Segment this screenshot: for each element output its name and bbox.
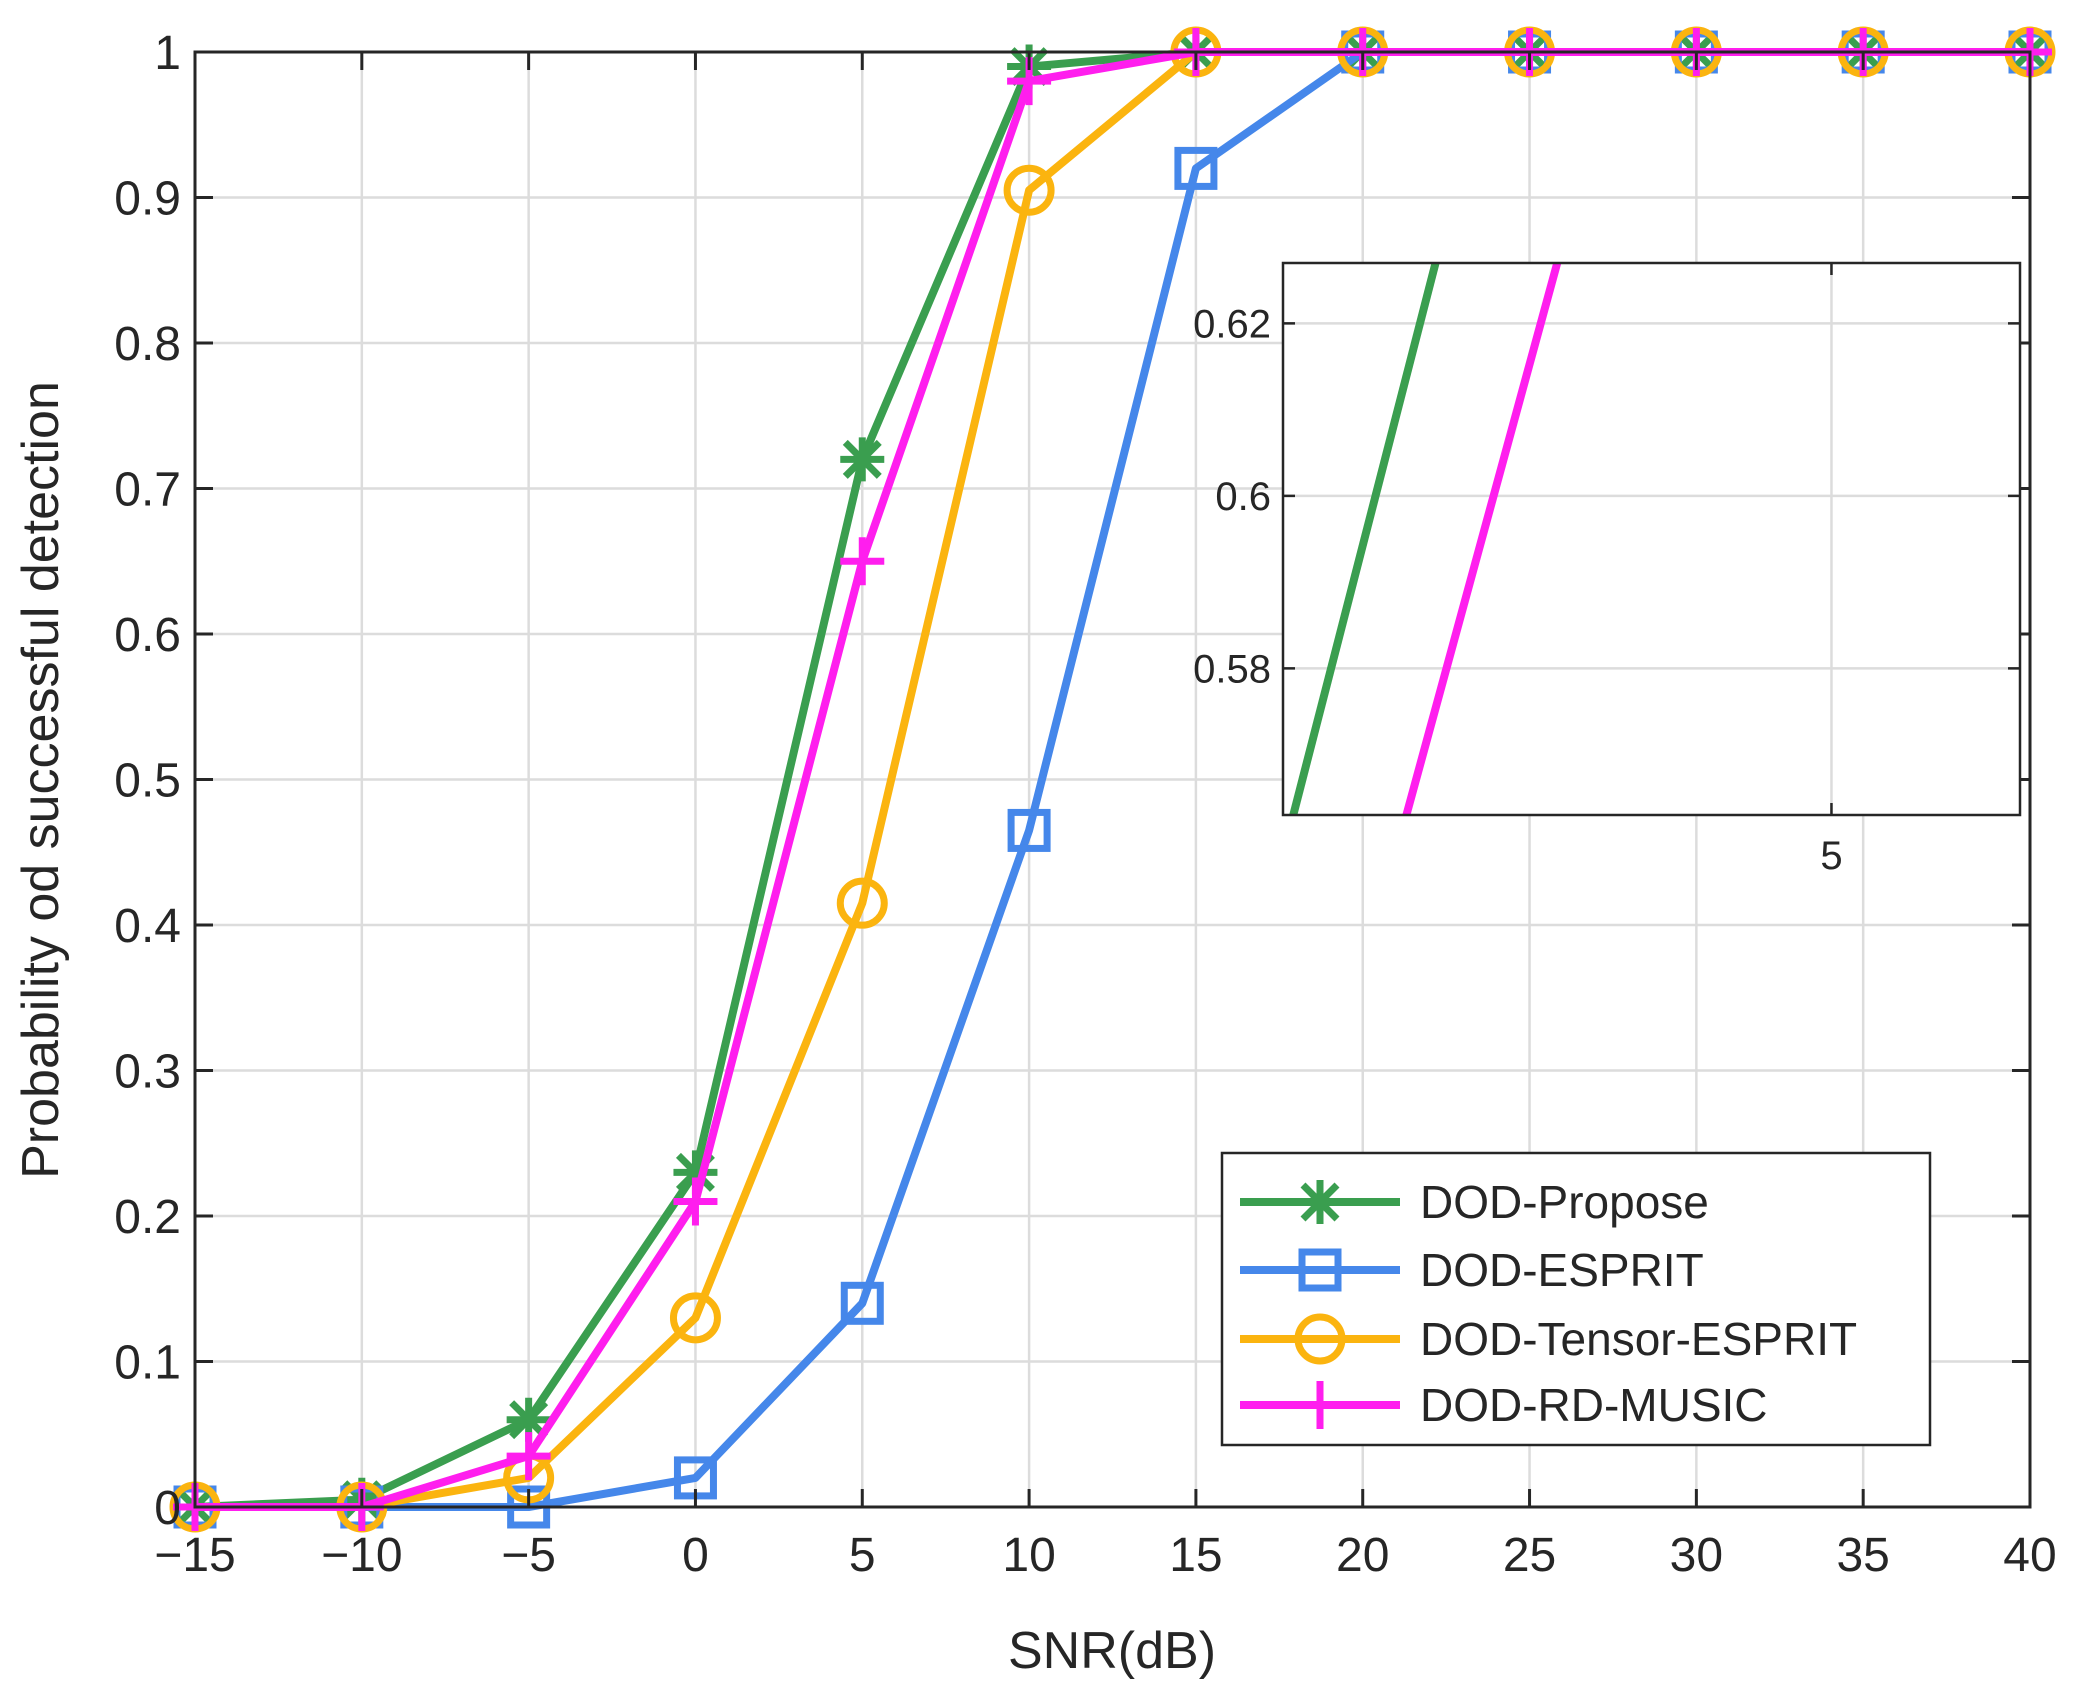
legend-swatch-marker xyxy=(1298,1248,1342,1292)
inset-series-group xyxy=(1289,261,1562,817)
data-point xyxy=(1174,146,1218,190)
x-tick-label: −15 xyxy=(154,1529,235,1582)
y-tick-label: 0.8 xyxy=(114,318,181,371)
y-tick-label: 0.6 xyxy=(114,609,181,662)
legend-item: DOD-Propose xyxy=(1240,1176,1709,1228)
data-point xyxy=(840,537,885,586)
y-tick-label: 0.3 xyxy=(114,1046,181,1099)
data-point xyxy=(1007,808,1051,852)
y-tick-label: 0.9 xyxy=(114,173,181,226)
legend-item: DOD-Tensor-ESPRIT xyxy=(1240,1313,1857,1365)
y-tick-label: 0.5 xyxy=(114,755,181,808)
inset-y-tick-label: 0.62 xyxy=(1193,302,1271,346)
data-point xyxy=(840,1281,884,1325)
inset-frame xyxy=(1281,261,2022,817)
tick-labels: −15 −10 −5 0 5 10 15 20 25 30 35 4000.10.20.30.40.5… xyxy=(114,27,2056,1582)
legend-swatch-marker xyxy=(1298,1381,1342,1429)
inset-series-dod-rd-music xyxy=(1402,261,1562,817)
data-point xyxy=(669,1292,721,1344)
y-tick-label: 0.1 xyxy=(114,1337,181,1390)
legend-item: DOD-RD-MUSIC xyxy=(1240,1379,1768,1431)
legend: DOD-Propose DOD-ESPRIT DOD-Tensor-ESPRIT DO… xyxy=(1220,1151,1932,1447)
inset-y-tick-label: 0.58 xyxy=(1193,647,1271,691)
x-tick-label: −10 xyxy=(321,1529,402,1582)
inset-grid xyxy=(1283,263,2020,815)
legend-label: DOD-ESPRIT xyxy=(1420,1244,1704,1296)
x-tick-label: 40 xyxy=(2003,1529,2056,1582)
x-tick-label: 30 xyxy=(1670,1529,1723,1582)
y-tick-label: 0.4 xyxy=(114,900,181,953)
y-tick-label: 0.2 xyxy=(114,1191,181,1244)
inset-tick-marks xyxy=(1283,263,2020,815)
data-point xyxy=(673,1177,718,1226)
x-tick-label: 0 xyxy=(682,1529,709,1582)
y-axis-label: Probability od successful detection xyxy=(12,381,70,1179)
x-tick-label: 35 xyxy=(1836,1529,1889,1582)
x-tick-label: 10 xyxy=(1002,1529,1055,1582)
x-tick-label: 5 xyxy=(849,1529,876,1582)
legend-items: DOD-Propose DOD-ESPRIT DOD-Tensor-ESPRIT DO… xyxy=(1240,1176,1857,1431)
legend-swatch-marker xyxy=(1294,1313,1346,1365)
legend-label: DOD-RD-MUSIC xyxy=(1420,1379,1768,1431)
inset-series-dod-propose xyxy=(1289,262,1440,816)
data-point xyxy=(836,877,888,929)
legend-label: DOD-Tensor-ESPRIT xyxy=(1420,1313,1857,1365)
data-point xyxy=(840,437,885,482)
y-tick-label: 1 xyxy=(154,27,181,80)
inset-plot-area xyxy=(1283,263,2020,815)
data-point xyxy=(506,1432,551,1481)
inset-axes: 5 0.58 0.6 0.62 xyxy=(1193,261,2022,878)
inset-tick-labels: 5 0.58 0.6 0.62 xyxy=(1193,302,1842,878)
inset-x-tick-label: 5 xyxy=(1820,834,1842,878)
y-tick-label: 0.7 xyxy=(114,464,181,517)
legend-item: DOD-ESPRIT xyxy=(1240,1244,1704,1296)
x-tick-label: 15 xyxy=(1169,1529,1222,1582)
x-axis-label: SNR(dB) xyxy=(1008,1622,1216,1680)
y-tick-label: 0 xyxy=(154,1482,181,1535)
x-tick-label: −5 xyxy=(501,1529,556,1582)
data-point xyxy=(1003,164,1055,216)
legend-label: DOD-Propose xyxy=(1420,1176,1709,1228)
legend-swatch-marker xyxy=(1298,1180,1342,1224)
inset-y-tick-label: 0.6 xyxy=(1215,475,1271,519)
x-tick-label: 20 xyxy=(1336,1529,1389,1582)
x-tick-label: 25 xyxy=(1503,1529,1556,1582)
